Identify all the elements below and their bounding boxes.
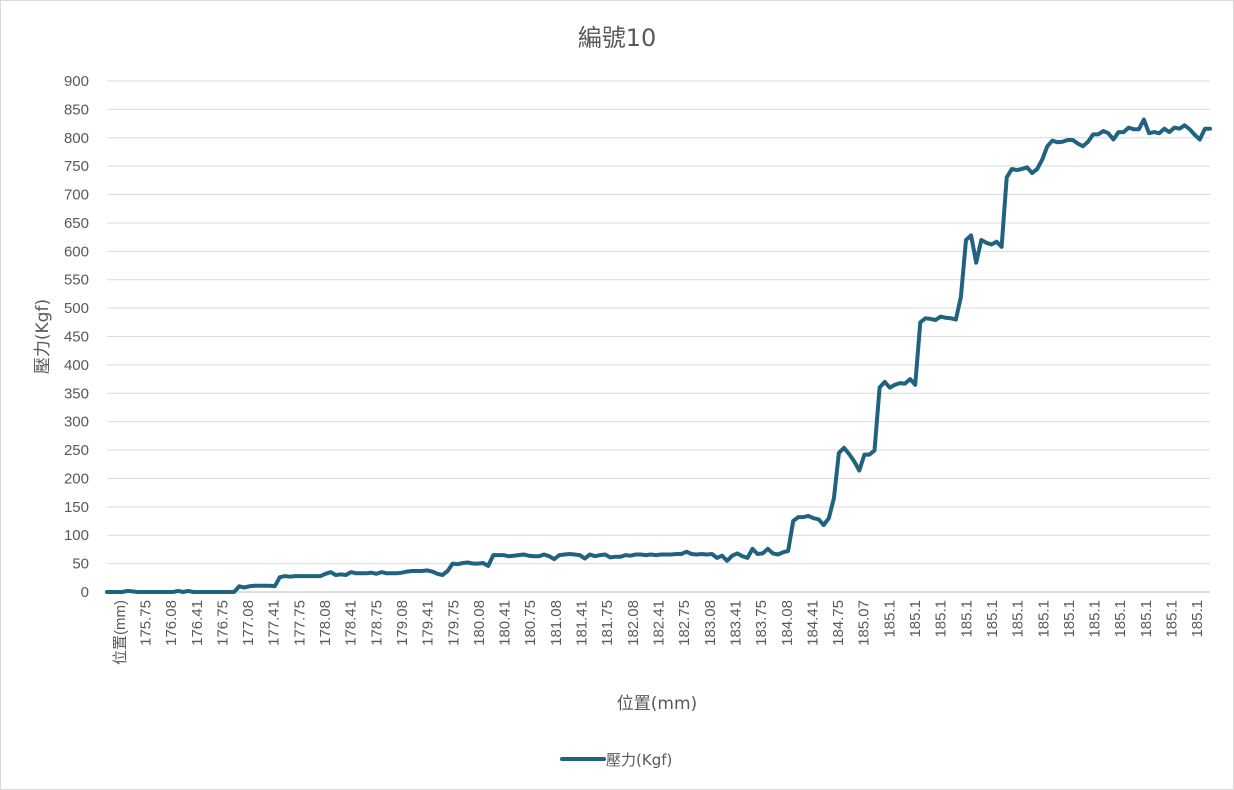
x-tick-label: 185.1 <box>1164 600 1181 638</box>
x-tick-label: 177.08 <box>240 600 257 646</box>
x-tick-label: 178.75 <box>368 600 385 646</box>
legend: 壓力(Kgf) <box>560 751 672 769</box>
y-tick-label: 800 <box>64 130 89 147</box>
y-tick-label: 650 <box>64 215 89 232</box>
x-tick-label: 180.08 <box>471 600 488 646</box>
x-tick-label: 185.1 <box>1035 600 1052 638</box>
y-tick-label: 750 <box>64 158 89 175</box>
x-tick-label: 176.75 <box>214 600 231 646</box>
x-tick-label: 181.08 <box>548 600 565 646</box>
x-tick-label: 183.08 <box>702 600 719 646</box>
x-tick-label: 184.08 <box>779 600 796 646</box>
x-axis-ticks: 位置(mm) 175.75 176.08 176.41 176.75 177.08 177.… <box>112 600 1206 665</box>
x-tick-label: 183.41 <box>727 600 744 646</box>
x-tick-label: 179.41 <box>420 600 437 646</box>
y-tick-label: 200 <box>64 470 89 487</box>
x-tick-label: 182.08 <box>625 600 642 646</box>
x-tick-label: 185.1 <box>958 600 975 638</box>
x-tick-label: 178.41 <box>343 600 360 646</box>
y-tick-label: 300 <box>64 414 89 431</box>
y-tick-label: 500 <box>64 300 89 317</box>
x-tick-label: 181.41 <box>574 600 591 646</box>
x-tick-label: 184.41 <box>804 600 821 646</box>
x-tick-label: 177.41 <box>266 600 283 646</box>
chart-title: 編號10 <box>578 24 657 52</box>
x-tick-label: 185.1 <box>1087 600 1104 638</box>
x-tick-label: 184.75 <box>830 600 847 646</box>
x-axis-title: 位置(mm) <box>617 694 697 714</box>
x-tick-label: 179.08 <box>394 600 411 646</box>
y-tick-label: 350 <box>64 385 89 402</box>
x-tick-label: 185.1 <box>1112 600 1129 638</box>
x-tick-label: 185.1 <box>984 600 1001 638</box>
y-tick-label: 850 <box>64 101 89 118</box>
y-axis-title: 壓力(Kgf) <box>33 299 53 374</box>
x-tick-label: 185.07 <box>856 600 873 646</box>
x-tick-label: 175.75 <box>137 600 154 646</box>
x-tick-label: 177.75 <box>291 600 308 646</box>
x-tick-label: 181.75 <box>599 600 616 646</box>
x-tick-label: 185.1 <box>1138 600 1155 638</box>
x-tick-label: 185.1 <box>933 600 950 638</box>
y-tick-label: 400 <box>64 357 89 374</box>
x-tick-label: 180.41 <box>497 600 514 646</box>
x-tick-label: 185.1 <box>1010 600 1027 638</box>
x-tick-label: 176.41 <box>189 600 206 646</box>
y-tick-label: 700 <box>64 187 89 204</box>
y-axis-ticks: 0 50 100 150 200 250 300 350 400 450 500 550 600 650 7… <box>64 73 89 601</box>
series-line-pressure <box>105 117 1212 594</box>
y-tick-label: 150 <box>64 499 89 516</box>
x-tick-label: 180.75 <box>522 600 539 646</box>
y-tick-label: 50 <box>72 556 89 573</box>
x-tick-label: 182.41 <box>651 600 668 646</box>
x-tick-label: 179.75 <box>445 600 462 646</box>
x-tick-label: 位置(mm) <box>112 600 129 665</box>
x-tick-label: 185.1 <box>907 600 924 638</box>
x-tick-label: 185.1 <box>881 600 898 638</box>
y-tick-label: 450 <box>64 329 89 346</box>
x-tick-label: 176.08 <box>163 600 180 646</box>
y-tick-label: 0 <box>81 584 89 601</box>
x-tick-label: 178.08 <box>317 600 334 646</box>
y-tick-label: 550 <box>64 272 89 289</box>
y-tick-label: 900 <box>64 73 89 90</box>
x-tick-label: 183.75 <box>753 600 770 646</box>
y-tick-label: 100 <box>64 527 89 544</box>
legend-label: 壓力(Kgf) <box>606 751 672 769</box>
y-tick-label: 250 <box>64 442 89 459</box>
gridlines <box>107 80 1210 565</box>
x-tick-label: 185.1 <box>1061 600 1078 638</box>
x-tick-label: 185.1 <box>1189 600 1206 638</box>
y-tick-label: 600 <box>64 243 89 260</box>
x-tick-label: 182.75 <box>676 600 693 646</box>
